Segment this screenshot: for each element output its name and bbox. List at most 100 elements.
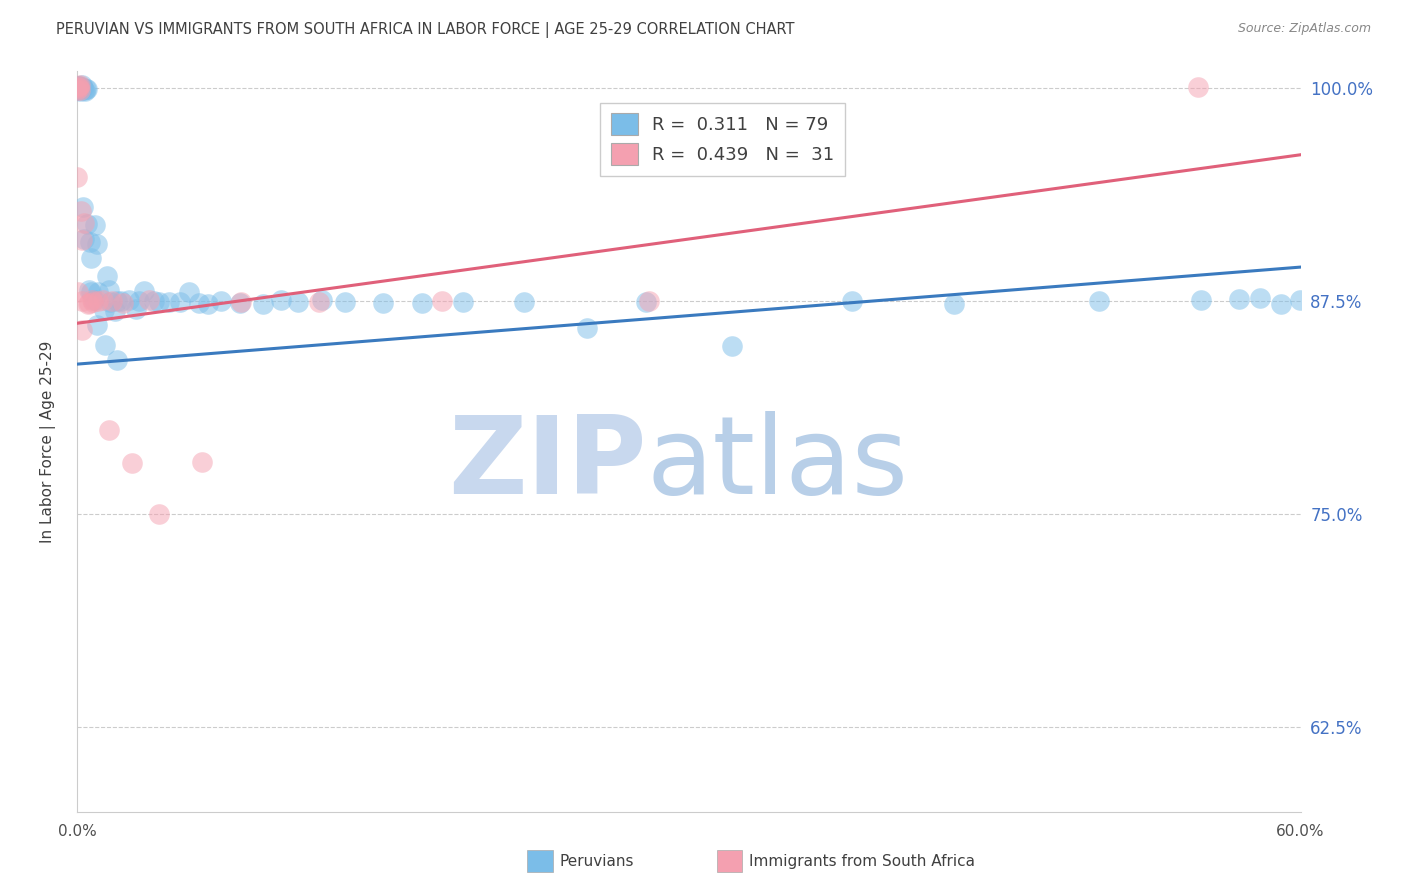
Point: [638, 294, 661, 309]
Point: [67, 79, 90, 94]
Point: [82, 293, 104, 307]
Point: [148, 508, 170, 522]
Point: [841, 294, 863, 309]
Point: [73, 216, 96, 230]
Point: [1289, 293, 1312, 307]
Point: [252, 297, 274, 311]
Point: [67, 81, 90, 95]
Point: [79, 296, 101, 310]
Text: PERUVIAN VS IMMIGRANTS FROM SOUTH AFRICA IN LABOR FORCE | AGE 25-29 CORRELATION : PERUVIAN VS IMMIGRANTS FROM SOUTH AFRICA…: [56, 22, 794, 38]
Point: [209, 293, 232, 308]
Point: [67, 81, 90, 95]
Text: ZIP: ZIP: [447, 410, 647, 516]
Point: [197, 297, 219, 311]
Point: [308, 295, 330, 310]
Point: [67, 82, 90, 96]
Point: [69, 80, 91, 95]
Point: [121, 456, 143, 470]
Point: [70, 322, 93, 336]
Point: [83, 293, 105, 308]
Point: [93, 293, 115, 307]
Point: [148, 295, 170, 310]
Point: [287, 295, 309, 310]
Point: [110, 294, 132, 309]
Point: [943, 297, 966, 311]
Point: [76, 217, 98, 231]
Point: [86, 236, 108, 251]
Point: [67, 81, 90, 95]
Point: [73, 83, 96, 97]
Point: [67, 78, 90, 93]
Text: Peruvians: Peruvians: [560, 854, 634, 869]
Point: [76, 82, 98, 96]
Point: [66, 80, 89, 95]
Point: [138, 293, 160, 307]
Point: [1187, 80, 1209, 95]
Point: [72, 80, 94, 95]
Point: [80, 252, 103, 266]
Point: [229, 296, 252, 310]
Point: [73, 232, 96, 246]
Point: [636, 294, 658, 309]
Point: [1249, 291, 1271, 305]
Point: [451, 295, 474, 310]
Point: [270, 293, 292, 308]
Point: [67, 285, 90, 299]
Point: [87, 285, 110, 300]
Point: [157, 294, 180, 309]
Point: [101, 294, 124, 309]
Point: [98, 294, 121, 309]
Point: [66, 80, 89, 95]
Y-axis label: In Labor Force | Age 25-29: In Labor Force | Age 25-29: [41, 341, 56, 542]
Text: Source: ZipAtlas.com: Source: ZipAtlas.com: [1237, 22, 1371, 36]
Point: [66, 82, 89, 96]
Point: [104, 304, 127, 318]
Point: [371, 296, 394, 310]
Text: Immigrants from South Africa: Immigrants from South Africa: [749, 854, 976, 869]
Point: [229, 295, 252, 310]
Point: [66, 82, 89, 96]
Point: [94, 338, 117, 352]
Point: [179, 285, 201, 300]
Point: [84, 218, 107, 232]
Point: [86, 293, 108, 308]
Point: [66, 83, 89, 97]
Point: [333, 295, 356, 310]
Point: [128, 293, 150, 308]
Point: [132, 284, 155, 298]
Point: [66, 82, 89, 96]
Point: [75, 82, 97, 96]
Point: [66, 169, 89, 184]
Point: [97, 423, 120, 437]
Point: [411, 296, 433, 310]
Point: [67, 80, 90, 95]
Point: [72, 233, 94, 247]
Point: [66, 81, 89, 95]
Point: [70, 203, 93, 218]
Text: atlas: atlas: [647, 410, 908, 516]
Point: [190, 455, 212, 469]
Point: [169, 295, 191, 310]
Point: [67, 80, 90, 95]
Point: [1088, 294, 1111, 309]
Point: [69, 83, 91, 97]
Point: [721, 339, 744, 353]
Point: [70, 293, 93, 308]
Point: [82, 294, 104, 309]
Point: [1189, 293, 1212, 307]
Point: [79, 235, 101, 250]
Point: [66, 79, 89, 94]
Point: [1270, 297, 1292, 311]
Point: [93, 302, 115, 317]
Point: [70, 78, 93, 92]
Point: [76, 296, 98, 310]
Point: [575, 321, 598, 335]
Point: [66, 79, 89, 94]
Point: [67, 79, 90, 94]
Point: [142, 293, 165, 308]
Point: [72, 200, 94, 214]
Point: [86, 318, 108, 332]
Point: [513, 294, 536, 309]
Point: [98, 283, 121, 297]
Point: [96, 269, 118, 284]
